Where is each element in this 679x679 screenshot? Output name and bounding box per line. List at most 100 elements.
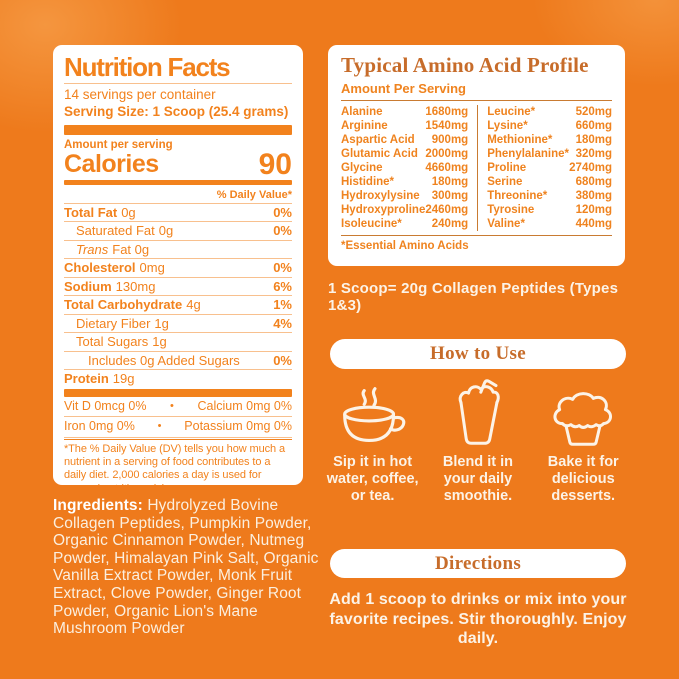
amino-row: Histidine* 180mg (341, 176, 469, 188)
amino-column-left: Alanine 1680mg Arginine 1540mg Aspartic Ac… (341, 105, 468, 231)
ingredients-block: Ingredients: Hydrolyzed Bovine Collagen … (53, 497, 323, 638)
amino-row: Valine* 440mg (487, 218, 612, 230)
nutrient-row-dietary-fiber: Dietary Fiber 1g 4% (64, 315, 292, 333)
nutrient-name: Saturated Fat (76, 223, 155, 238)
smoothie-cup-icon (451, 379, 505, 448)
nutrient-dv: 0% (273, 223, 292, 238)
divider (64, 83, 292, 84)
calories-row: Calories 90 (64, 148, 292, 181)
amino-column-right: Leucine* 520mg Lysine* 660mg Methionine* 18… (477, 105, 612, 231)
nutrient-row-sodium: Sodium 130mg 6% (64, 278, 292, 296)
nutrient-qty: 1g (154, 315, 169, 331)
medium-bar (64, 180, 292, 185)
nutrient-name: Total Sugars (76, 334, 149, 349)
nutrient-qty: Fat 0g (112, 241, 150, 257)
servings-per-container: 14 servings per container (64, 87, 216, 102)
amino-acid-panel: Typical Amino Acid Profile Amount Per Se… (328, 45, 625, 266)
muffin-icon (547, 380, 619, 448)
nutrition-facts-panel: Nutrition Facts 14 servings per containe… (53, 45, 303, 485)
micro-right: Calcium 0mg 0% (197, 398, 292, 413)
amino-row: Glutamic Acid 2000mg (341, 148, 469, 160)
ingredients-text: Hydrolyzed Bovine Collagen Peptides, Pum… (53, 497, 319, 638)
divider (341, 100, 612, 101)
nutrient-dv: 1% (273, 297, 292, 312)
calories-label: Calories (64, 150, 159, 178)
how-to-use-caption: Bake it for delicious desserts. (547, 454, 619, 505)
amino-row: Phenylalanine* 320mg (487, 148, 612, 160)
amount-per-serving-header: Amount Per Serving (341, 81, 466, 96)
nutrient-name: Total Fat (64, 204, 118, 220)
how-to-use-item-sip: Sip it in hot water, coffee, or tea. (320, 380, 425, 506)
essential-amino-footnote: *Essential Amino Acids (341, 240, 469, 252)
amino-row: Threonine* 380mg (487, 190, 612, 202)
nutrient-name: Protein (64, 371, 109, 386)
bullet-separator: • (170, 399, 174, 412)
nutrient-dv: 0% (273, 204, 292, 220)
amino-row: Lysine* 660mg (487, 120, 612, 132)
ingredients-label: Ingredients: (53, 497, 143, 514)
nutrient-name: Sodium (64, 278, 112, 294)
how-to-use-items: Sip it in hot water, coffee, or tea. Ble… (320, 379, 636, 506)
micro-right: Potassium 0mg 0% (184, 419, 292, 433)
amino-row: Hydroxyproline 2460mg (341, 204, 469, 216)
directions-text: Add 1 scoop to drinks or mix into your f… (329, 591, 627, 647)
micro-left: Iron 0mg 0% (64, 419, 135, 433)
nutrient-row-total-fat: Total Fat 0g 0% (64, 204, 292, 222)
nutrient-qty: 4g (186, 297, 201, 312)
nutrient-row-total-sugars: Total Sugars 1g (64, 333, 292, 352)
coffee-cup-icon (332, 380, 414, 448)
nutrient-dv: 6% (273, 278, 292, 294)
amino-table: Alanine 1680mg Arginine 1540mg Aspartic Ac… (341, 105, 612, 231)
bullet-separator: • (157, 420, 162, 432)
how-to-use-caption: Sip it in hot water, coffee, or tea. (326, 454, 419, 505)
nutrient-row-saturated-fat: Saturated Fat 0g 0% (64, 222, 292, 241)
nutrient-dv: 0% (273, 352, 292, 368)
nutrition-facts-title: Nutrition Facts (64, 52, 231, 82)
amino-row: Tyrosine 120mg (487, 204, 612, 216)
amino-row: Isoleucine* 240mg (341, 218, 469, 230)
micro-left: Vit D 0mcg 0% (64, 398, 147, 413)
scoop-equivalence-note: 1 Scoop= 20g Collagen Peptides (Types 1&… (328, 280, 619, 314)
nutrient-qty: 130mg (115, 278, 156, 294)
amino-row: Proline 2740mg (487, 162, 612, 174)
amino-row: Serine 680mg (487, 176, 612, 188)
thick-bar (64, 388, 292, 397)
nutrient-row-added-sugars: Includes 0g Added Sugars 0% (64, 352, 292, 370)
calories-value: 90 (258, 148, 292, 181)
nutrient-name: Trans (76, 241, 109, 257)
directions-heading: Directions (330, 549, 626, 578)
daily-value-header: % Daily Value* (216, 188, 292, 201)
amino-row: Aspartic Acid 900mg (341, 134, 469, 146)
micronutrient-row: Iron 0mg 0% • Potassium 0mg 0% (64, 417, 292, 438)
nutrient-row-cholesterol: Cholesterol 0mg 0% (64, 259, 292, 278)
divider (341, 235, 612, 236)
nutrient-rows: Total Fat 0g 0% Saturated Fat 0g 0% Trans F… (64, 202, 292, 389)
nutrient-row-carbohydrate: Total Carbohydrate 4g 1% (64, 296, 292, 315)
divider (64, 438, 292, 440)
amino-row: Glycine 4660mg (341, 162, 469, 174)
nutrient-name: Cholesterol (64, 260, 136, 275)
amino-row: Leucine* 520mg (487, 106, 612, 118)
nutrient-qty: 0g (121, 204, 136, 220)
nutrient-row-protein: Protein 19g (64, 370, 292, 389)
amino-row: Methionine* 180mg (487, 134, 612, 146)
micronutrient-row: Vit D 0mcg 0% • Calcium 0mg 0% (64, 397, 292, 417)
nutrient-name: Total Carbohydrate (64, 297, 183, 312)
thick-bar (64, 125, 292, 135)
how-to-use-item-blend: Blend it in your daily smoothie. (425, 379, 530, 506)
amino-row: Alanine 1680mg (341, 106, 469, 118)
nutrient-dv: 4% (273, 315, 292, 331)
nutrient-dv: 0% (273, 260, 292, 275)
nutrient-qty: 19g (112, 371, 135, 386)
how-to-use-caption: Blend it in your daily smoothie. (442, 454, 513, 505)
nutrient-row-trans-fat: Trans Fat 0g (64, 241, 292, 259)
amino-row: Hydroxylysine 300mg (341, 190, 469, 202)
amino-panel-title: Typical Amino Acid Profile (341, 53, 589, 77)
how-to-use-heading: How to Use (330, 339, 626, 369)
daily-value-footnote: *The % Daily Value (DV) tells you how mu… (64, 442, 285, 486)
serving-size: Serving Size: 1 Scoop (25.4 grams) (64, 104, 289, 119)
how-to-use-item-bake: Bake it for delicious desserts. (531, 380, 636, 506)
amino-row: Arginine 1540mg (341, 120, 469, 132)
nutrient-qty: 0mg (139, 260, 165, 275)
